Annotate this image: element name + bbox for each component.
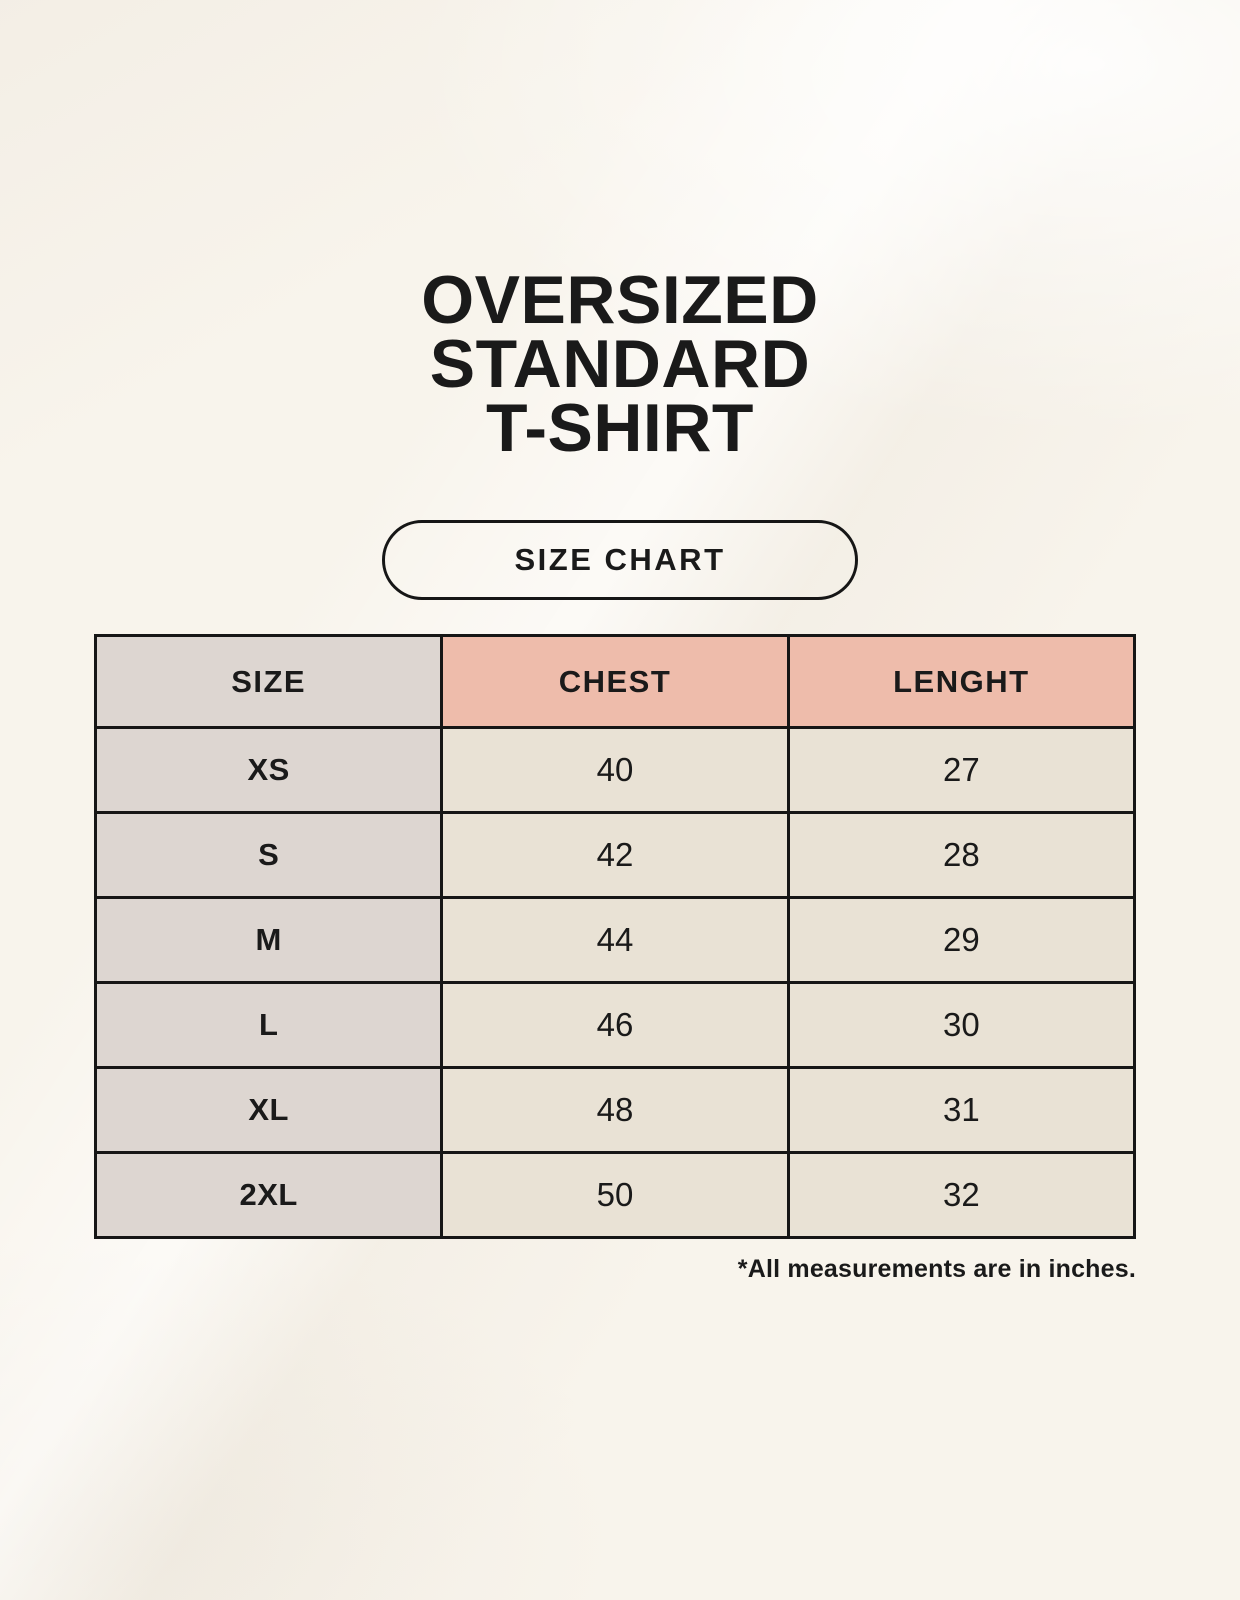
size-label-cell: XS xyxy=(93,726,444,814)
page-title: OVERSIZED STANDARD T-SHIRT xyxy=(0,262,1240,466)
lenght-value-cell: 30 xyxy=(786,981,1137,1069)
table-row: XL 48 31 xyxy=(93,1066,1137,1154)
column-header-size: SIZE xyxy=(93,634,444,729)
table-row: L 46 30 xyxy=(93,981,1137,1069)
chest-value-cell: 44 xyxy=(440,896,790,984)
chest-value-cell: 46 xyxy=(440,981,790,1069)
table-row: S 42 28 xyxy=(93,811,1137,899)
chest-value-cell: 48 xyxy=(440,1066,790,1154)
table-row: 2XL 50 32 xyxy=(93,1151,1137,1239)
chest-value-cell: 42 xyxy=(440,811,790,899)
size-label-cell: L xyxy=(93,981,444,1069)
page-title-line: STANDARD xyxy=(429,326,811,402)
table-row: M 44 29 xyxy=(93,896,1137,984)
lenght-value-cell: 31 xyxy=(786,1066,1137,1154)
page-title-line: OVERSIZED xyxy=(421,262,819,338)
table-row: XS 40 27 xyxy=(93,726,1137,814)
size-chart-badge[interactable]: SIZE CHART xyxy=(382,520,858,600)
chest-value-cell: 40 xyxy=(440,726,790,814)
column-header-lenght: LENGHT xyxy=(786,634,1137,729)
column-header-chest: CHEST xyxy=(440,634,790,729)
size-label-cell: S xyxy=(93,811,444,899)
lenght-value-cell: 29 xyxy=(786,896,1137,984)
size-label-cell: XL xyxy=(93,1066,444,1154)
size-chart-badge-label: SIZE CHART xyxy=(514,542,726,577)
size-chart-table: SIZE CHEST LENGHT XS 40 27 S 42 28 M 44 … xyxy=(93,634,1137,1239)
size-chart-section: SIZE CHEST LENGHT XS 40 27 S 42 28 M 44 … xyxy=(93,634,1137,1284)
lenght-value-cell: 28 xyxy=(786,811,1137,899)
lenght-value-cell: 32 xyxy=(786,1151,1137,1239)
size-label-cell: 2XL xyxy=(93,1151,444,1239)
chest-value-cell: 50 xyxy=(440,1151,790,1239)
lenght-value-cell: 27 xyxy=(786,726,1137,814)
size-label-cell: M xyxy=(93,896,444,984)
header-row: SIZE CHEST LENGHT xyxy=(93,634,1137,729)
measurements-footnote: *All measurements are in inches. xyxy=(737,1255,1136,1283)
page-title-line: T-SHIRT xyxy=(486,390,754,466)
